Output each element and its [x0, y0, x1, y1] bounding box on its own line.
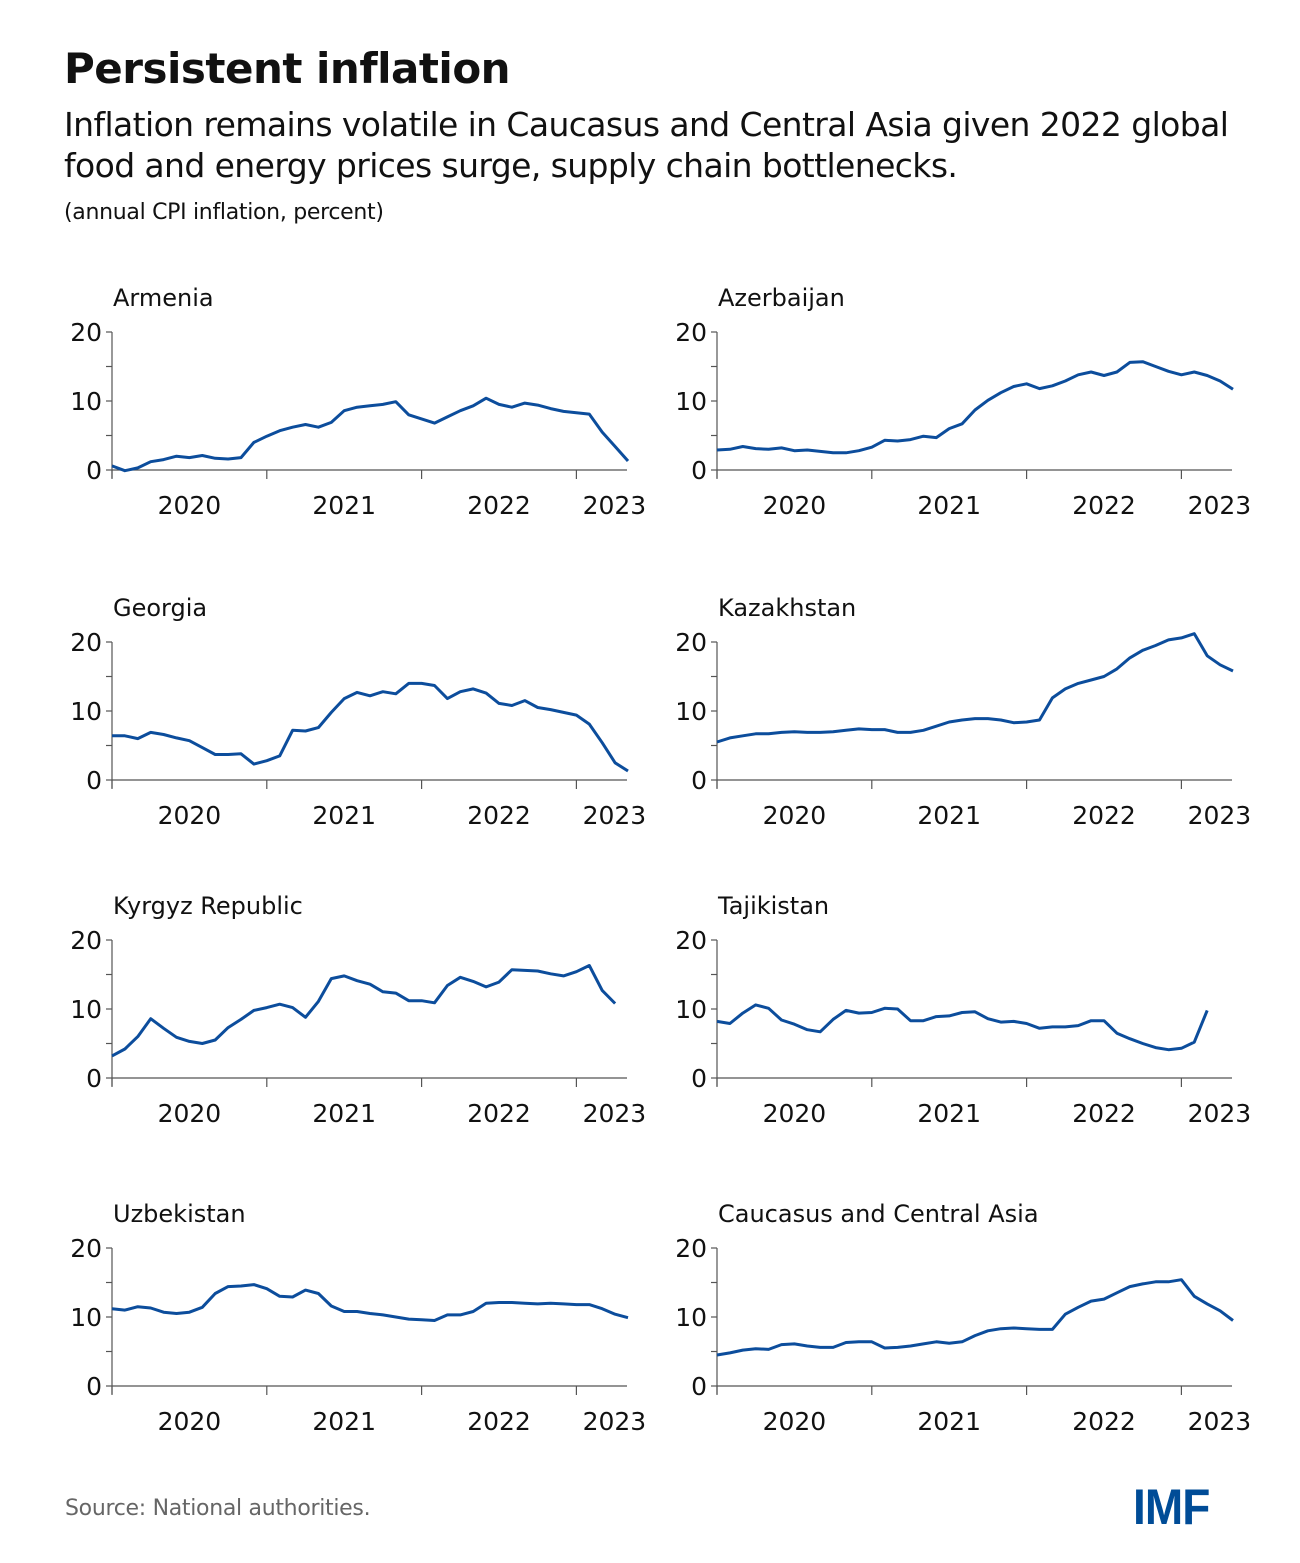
y-tick-label: 0: [691, 456, 707, 485]
x-tick-label: 2021: [312, 1407, 376, 1436]
y-tick-label: 20: [675, 926, 707, 955]
y-tick-label: 0: [691, 1372, 707, 1401]
x-tick-label: 2020: [763, 491, 827, 520]
panel-title: Uzbekistan: [113, 1200, 246, 1228]
x-tick-label: 2023: [1188, 1407, 1252, 1436]
y-tick-label: 0: [86, 1372, 102, 1401]
x-tick-label: 2021: [312, 801, 376, 830]
series-line: [111, 964, 617, 1058]
y-tick-label: 0: [86, 456, 102, 485]
y-tick-label: 0: [691, 766, 707, 795]
imf-logo: IMF: [1133, 1479, 1210, 1535]
series-line: [716, 632, 1234, 744]
x-tick-label: 2023: [583, 801, 647, 830]
x-tick-label: 2022: [467, 1099, 531, 1128]
panel-title: Kazakhstan: [718, 594, 856, 622]
x-tick-label: 2023: [1188, 1099, 1252, 1128]
x-tick-label: 2023: [583, 1099, 647, 1128]
y-tick-label: 0: [86, 766, 102, 795]
y-tick-label: 20: [675, 628, 707, 657]
y-tick-label: 10: [70, 387, 102, 416]
x-tick-label: 2020: [763, 801, 827, 830]
x-tick-label: 2021: [312, 491, 376, 520]
panel-title: Caucasus and Central Asia: [718, 1200, 1039, 1228]
y-tick-label: 10: [70, 1303, 102, 1332]
chart-subtitle: Inflation remains volatile in Caucasus a…: [64, 105, 1229, 185]
y-tick-label: 10: [675, 995, 707, 1024]
x-tick-label: 2023: [1188, 801, 1252, 830]
x-tick-label: 2022: [467, 1407, 531, 1436]
panel-title: Georgia: [113, 594, 207, 622]
x-tick-label: 2022: [1072, 801, 1136, 830]
series-line: [112, 681, 629, 773]
x-tick-label: 2023: [583, 491, 647, 520]
y-tick-label: 10: [70, 995, 102, 1024]
x-tick-label: 2020: [763, 1099, 827, 1128]
source-note: Source: National authorities.: [65, 1496, 371, 1521]
y-tick-label: 10: [675, 387, 707, 416]
x-tick-label: 2021: [917, 491, 981, 520]
y-tick-label: 10: [675, 1303, 707, 1332]
x-tick-label: 2020: [158, 1099, 222, 1128]
series-line: [716, 1003, 1209, 1052]
x-tick-label: 2023: [1188, 491, 1252, 520]
y-tick-label: 20: [70, 318, 102, 347]
x-tick-label: 2020: [158, 491, 222, 520]
y-tick-label: 10: [675, 697, 707, 726]
x-tick-label: 2020: [158, 1407, 222, 1436]
x-tick-label: 2020: [158, 801, 222, 830]
panel-title: Tajikistan: [717, 892, 829, 920]
x-tick-label: 2021: [312, 1099, 376, 1128]
y-tick-label: 0: [86, 1064, 102, 1093]
series-line: [716, 360, 1234, 455]
x-tick-label: 2021: [917, 1099, 981, 1128]
y-tick-label: 20: [70, 628, 102, 657]
panel-title: Armenia: [113, 284, 214, 312]
panel-title: Kyrgyz Republic: [113, 892, 303, 920]
y-tick-label: 10: [70, 697, 102, 726]
series-line: [716, 1278, 1234, 1357]
x-tick-label: 2021: [917, 1407, 981, 1436]
x-tick-label: 2022: [1072, 491, 1136, 520]
x-tick-label: 2023: [583, 1407, 647, 1436]
x-tick-label: 2022: [1072, 1099, 1136, 1128]
y-tick-label: 20: [70, 1234, 102, 1263]
x-tick-label: 2022: [467, 801, 531, 830]
y-tick-label: 0: [691, 1064, 707, 1093]
panel-title: Azerbaijan: [718, 284, 845, 312]
series-line: [111, 396, 630, 473]
x-tick-label: 2020: [763, 1407, 827, 1436]
chart-title: Persistent inflation: [64, 44, 511, 93]
unit-label: (annual CPI inflation, percent): [64, 200, 384, 225]
y-tick-label: 20: [675, 318, 707, 347]
y-tick-label: 20: [70, 926, 102, 955]
x-tick-label: 2022: [1072, 1407, 1136, 1436]
x-tick-label: 2021: [917, 801, 981, 830]
x-tick-label: 2022: [467, 491, 531, 520]
series-line: [111, 1283, 629, 1322]
y-tick-label: 20: [675, 1234, 707, 1263]
